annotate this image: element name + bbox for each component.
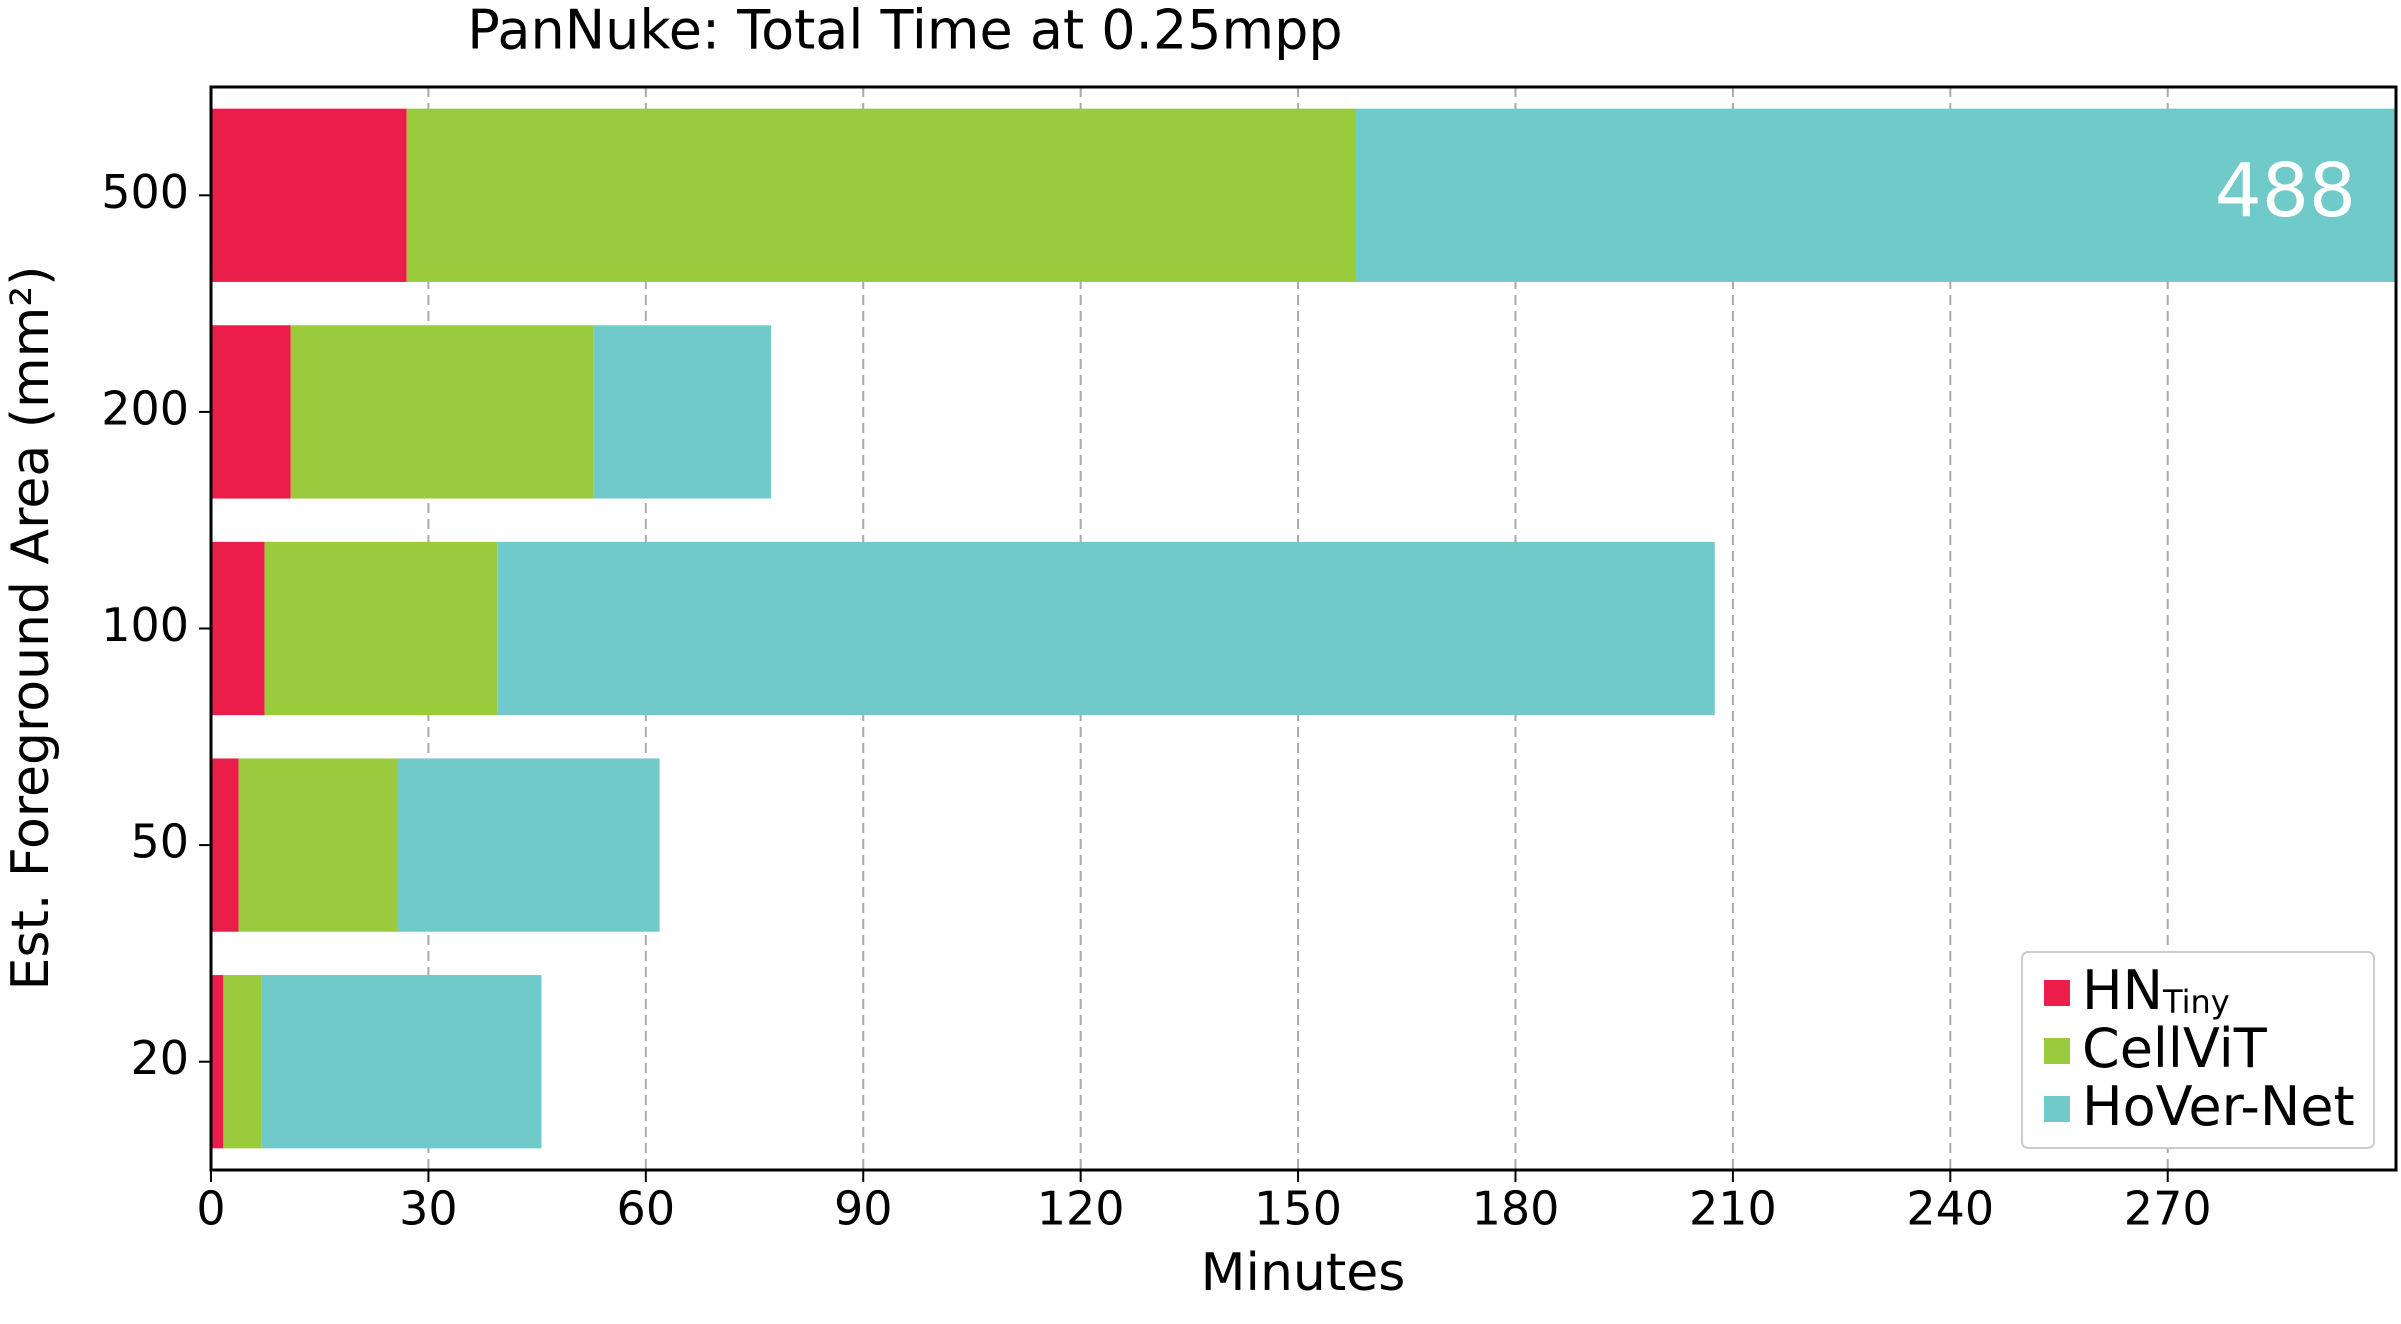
- legend-label: CellViT: [2082, 1017, 2268, 1080]
- y-axis-label: Est. Foreground Area (mm²): [1, 266, 61, 991]
- legend-subscript: Tiny: [2162, 983, 2230, 1021]
- bar-segment: [211, 975, 224, 1149]
- x-axis-label: Minutes: [1201, 1243, 1406, 1303]
- bars: [211, 108, 2396, 1149]
- legend-swatch: [2044, 980, 2070, 1006]
- ticks: 0 30 60 90 120 150 180 210 240 270 20 50 100 200 500: [101, 165, 2211, 1236]
- bar-segment: [406, 108, 1357, 282]
- x-tick-label: 90: [834, 1182, 893, 1236]
- bar-segment: [1356, 108, 2396, 282]
- y-tick-label: 100: [101, 598, 189, 652]
- legend-swatch: [2044, 1038, 2070, 1064]
- bar-segment: [211, 108, 407, 282]
- legend-name: HoVer-Net: [2082, 1075, 2355, 1138]
- x-tick-label: 60: [617, 1182, 676, 1236]
- bar-segment: [261, 975, 542, 1149]
- y-tick-label: 500: [101, 165, 189, 219]
- bar-segment: [211, 758, 239, 932]
- bar-segment: [290, 325, 594, 499]
- y-tick-label: 20: [130, 1031, 189, 1085]
- x-tick-label: 0: [196, 1182, 225, 1236]
- bar-segment: [593, 325, 772, 499]
- x-tick-label: 210: [1689, 1182, 1777, 1236]
- bar-segment: [211, 541, 265, 716]
- legend-label: HNTiny: [2082, 959, 2230, 1022]
- x-tick-label: 270: [2124, 1182, 2212, 1236]
- x-tick-label: 150: [1254, 1182, 1342, 1236]
- bar-total-label: 488: [2215, 148, 2356, 234]
- x-tick-label: 180: [1472, 1182, 1560, 1236]
- legend-swatch: [2044, 1096, 2070, 1122]
- bar-segment: [223, 975, 262, 1149]
- bar-segment: [497, 541, 1715, 716]
- bar-segment: [264, 541, 498, 716]
- x-tick-label: 30: [399, 1182, 458, 1236]
- x-tick-label: 240: [1906, 1182, 1994, 1236]
- legend-label: HoVer-Net: [2082, 1075, 2355, 1138]
- y-tick-label: 200: [101, 381, 189, 435]
- legend-name: HN: [2082, 959, 2163, 1022]
- chart-title: PanNuke: Total Time at 0.25mpp: [467, 0, 1342, 62]
- y-tick-label: 50: [130, 815, 189, 869]
- legend-name: CellViT: [2082, 1017, 2268, 1080]
- bar-segment: [397, 758, 660, 932]
- x-tick-label: 120: [1037, 1182, 1125, 1236]
- bar-segment: [238, 758, 398, 932]
- bar-segment: [211, 325, 291, 499]
- legend-box: [2021, 951, 2375, 1149]
